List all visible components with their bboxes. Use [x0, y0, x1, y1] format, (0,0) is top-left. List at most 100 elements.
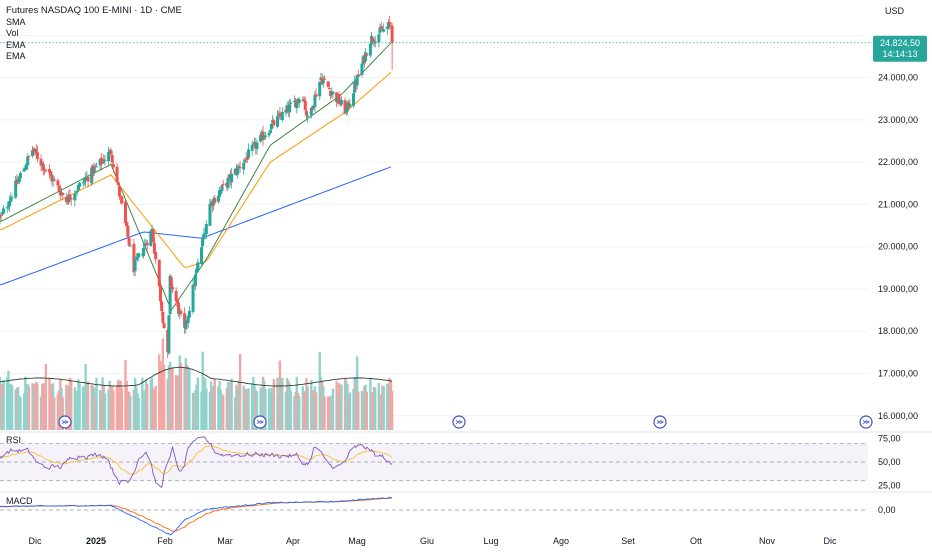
volume-bar: [183, 367, 186, 430]
indicator-ema-slow-label[interactable]: EMA: [6, 51, 26, 61]
volume-bar: [209, 381, 213, 430]
volume-bar: [244, 389, 248, 430]
candle-body: [213, 197, 217, 203]
volume-bar: [301, 386, 305, 430]
volume-bar: [294, 391, 297, 430]
forward-arrow-circle-icon: [653, 415, 667, 429]
volume-bar: [337, 383, 341, 430]
time-tick-label: Giu: [420, 536, 434, 546]
candle-body: [125, 222, 129, 226]
indicator-vol-label[interactable]: Vol: [6, 28, 19, 38]
volume-bar: [120, 388, 124, 430]
candle-body: [288, 104, 292, 113]
volume-bar: [65, 384, 68, 430]
volume-bar: [211, 388, 214, 430]
candle-body: [203, 234, 207, 236]
volume-bar: [378, 395, 382, 430]
time-tick-label: Lug: [483, 536, 498, 546]
volume-bar: [167, 365, 171, 430]
volume-bar: [95, 377, 98, 430]
volume-bar: [159, 361, 162, 430]
candle-body: [175, 299, 179, 304]
volume-bar: [142, 390, 145, 430]
candle-body: [6, 205, 10, 208]
volume-bar: [237, 380, 241, 430]
candle-body: [261, 131, 265, 141]
candle-body: [61, 192, 65, 196]
candle-body: [31, 150, 35, 157]
candle-body: [337, 94, 341, 105]
indicator-sma-label[interactable]: SMA: [6, 16, 26, 27]
volume-bar: [188, 369, 191, 430]
volume-bar: [19, 397, 22, 430]
volume-bar: [76, 390, 79, 430]
volume-bar: [314, 392, 318, 430]
rsi-pane-label: RSI: [6, 435, 21, 445]
volume-bar: [255, 391, 259, 430]
volume-bar: [162, 364, 166, 430]
macd-line: [0, 496, 393, 536]
currency-label[interactable]: USD: [885, 6, 905, 16]
volume-bar: [90, 384, 93, 430]
candle-body: [22, 168, 26, 172]
time-tick-label: Dic: [824, 536, 837, 546]
volume-bar: [166, 379, 169, 430]
candle-body: [243, 159, 247, 163]
candle-body: [25, 164, 29, 169]
volume-bar: [83, 386, 86, 430]
macd-pane: MACD 0,00: [0, 496, 896, 536]
indicator-ema-fast-label[interactable]: EMA: [6, 39, 26, 50]
candle-body: [9, 197, 13, 202]
volume-bar: [160, 366, 163, 430]
candle-body: [26, 156, 30, 165]
volume-bar: [269, 394, 272, 430]
volume-bar: [263, 380, 266, 430]
volume-bar: [32, 384, 35, 430]
candle-body: [306, 115, 310, 117]
volume-bar: [229, 382, 232, 430]
volume-bar: [174, 375, 178, 430]
volume-bar: [42, 383, 45, 430]
volume-bar: [61, 397, 64, 430]
volume-bar: [287, 380, 290, 430]
volume-bar: [381, 385, 384, 430]
volume-bar: [218, 380, 221, 430]
volume-bar: [153, 395, 156, 430]
volume-bar: [331, 388, 335, 430]
volume-bar: [202, 377, 206, 430]
symbol-title[interactable]: Futures NASDAQ 100 E-MINI · 1D · CME: [6, 5, 182, 16]
candle-body: [230, 173, 234, 183]
candle-body: [344, 109, 348, 113]
volume-bar: [137, 397, 140, 430]
volume-bar: [10, 385, 14, 430]
volume-bar: [196, 377, 200, 430]
candle-body: [169, 277, 173, 287]
volume-bar: [101, 377, 104, 430]
volume-bar: [242, 385, 245, 430]
candle-body: [186, 315, 190, 324]
volume-bar: [91, 385, 95, 430]
candle-body: [269, 123, 273, 130]
chart-legend: Futures NASDAQ 100 E-MINI · 1D · CME SMA…: [6, 5, 182, 63]
volume-bar: [168, 361, 172, 430]
candle-body: [353, 81, 357, 93]
volume-bar: [149, 379, 153, 430]
volume-bar: [253, 385, 256, 430]
candle-body: [110, 155, 114, 163]
candle-body: [326, 81, 330, 87]
volume-bar: [235, 384, 238, 430]
volume-bar: [154, 386, 157, 430]
volume-bar: [243, 396, 247, 430]
volume-bar: [177, 379, 180, 430]
volume-bar: [67, 385, 70, 430]
volume-bar: [312, 397, 315, 430]
volume-bar: [272, 378, 276, 430]
candle-body: [247, 149, 251, 159]
volume-bar: [49, 384, 52, 430]
volume-bar: [305, 378, 308, 430]
volume-bar: [295, 376, 298, 430]
volume-bar: [78, 383, 81, 430]
candle-body: [50, 175, 54, 182]
